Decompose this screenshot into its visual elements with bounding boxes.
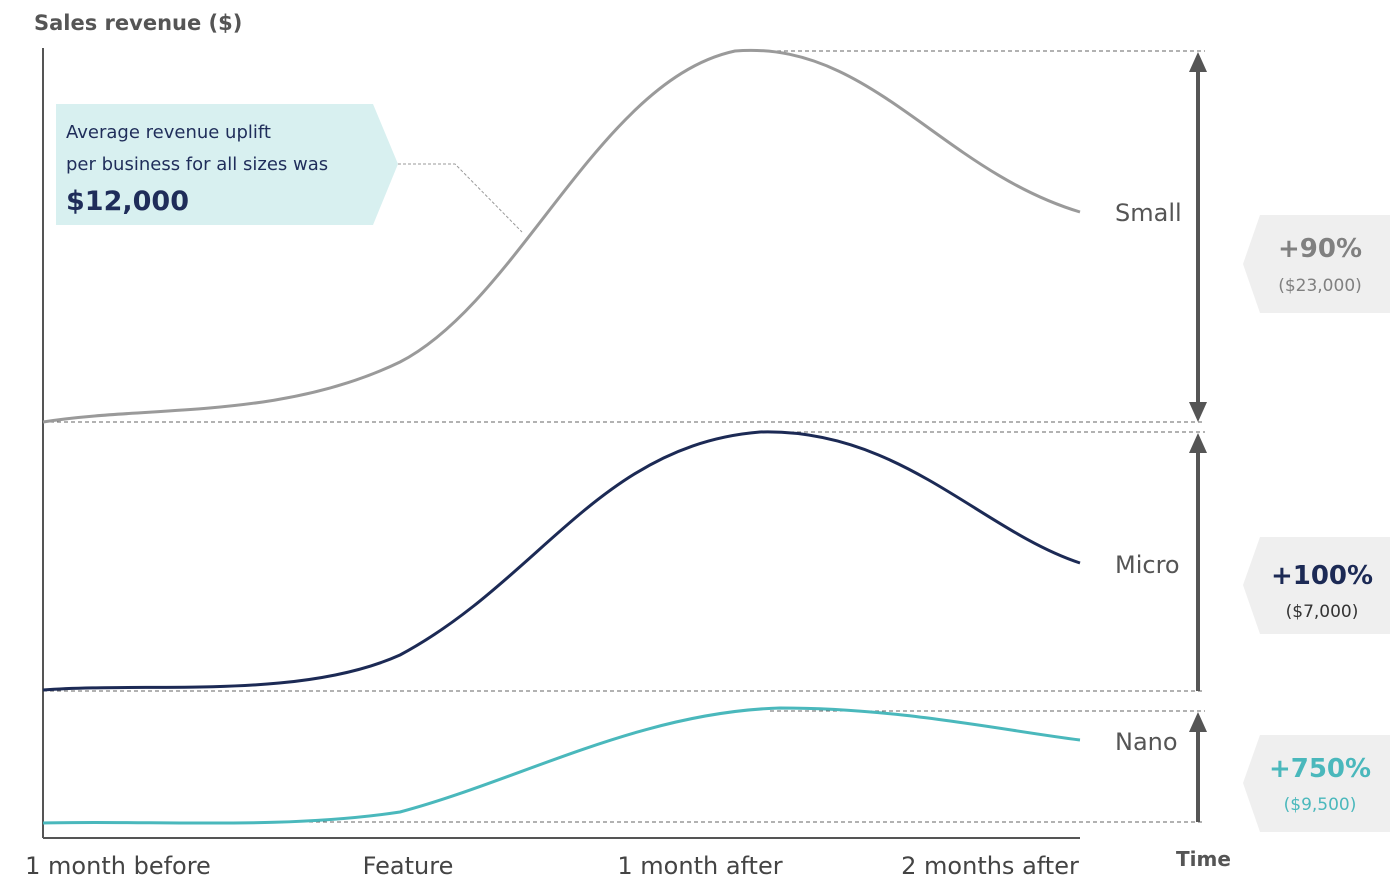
callout-value: $12,000 — [66, 186, 189, 217]
uplift-badge-nano: +750% ($9,500) — [1243, 735, 1390, 832]
uplift-badge-small: +90% ($23,000) — [1243, 215, 1390, 313]
callout-line-1: Average revenue uplift — [66, 122, 271, 143]
series-line-small — [42, 48, 1081, 424]
y-axis-title: Sales revenue ($) — [34, 11, 242, 35]
uplift-amount: ($7,000) — [1286, 602, 1359, 622]
uplift-amount: ($9,500) — [1284, 795, 1357, 815]
uplift-badge-micro: +100% ($7,000) — [1243, 537, 1390, 634]
callout-line-2: per business for all sizes was — [66, 154, 328, 175]
uplift-percent: +100% — [1271, 561, 1373, 591]
average-uplift-callout: Average revenue uplift per business for … — [56, 104, 523, 233]
series-label-micro: Micro — [1115, 551, 1180, 579]
arrow-up-head — [1189, 712, 1207, 732]
uplift-amount: ($23,000) — [1278, 276, 1362, 296]
callout-box — [56, 104, 398, 225]
uplift-percent: +90% — [1278, 234, 1362, 264]
arrow-up-head — [1189, 52, 1207, 72]
series-label-small: Small — [1115, 199, 1182, 227]
arrow-heads — [1189, 52, 1207, 732]
series-line-micro — [42, 430, 1081, 692]
arrow-up-head — [1189, 433, 1207, 453]
arrow-down-head — [1189, 402, 1207, 422]
x-axis-title: Time — [1176, 847, 1231, 871]
series-label-nano: Nano — [1115, 728, 1178, 756]
callout-leader — [398, 163, 523, 233]
series-line-nano — [42, 706, 1081, 825]
x-tick-label: Feature — [363, 852, 454, 879]
x-tick-label: 2 months after — [901, 852, 1079, 879]
uplift-percent: +750% — [1269, 754, 1371, 784]
reference-lines — [43, 50, 1205, 823]
x-tick-label: 1 month after — [617, 852, 782, 879]
x-tick-label: 1 month before — [25, 852, 211, 879]
